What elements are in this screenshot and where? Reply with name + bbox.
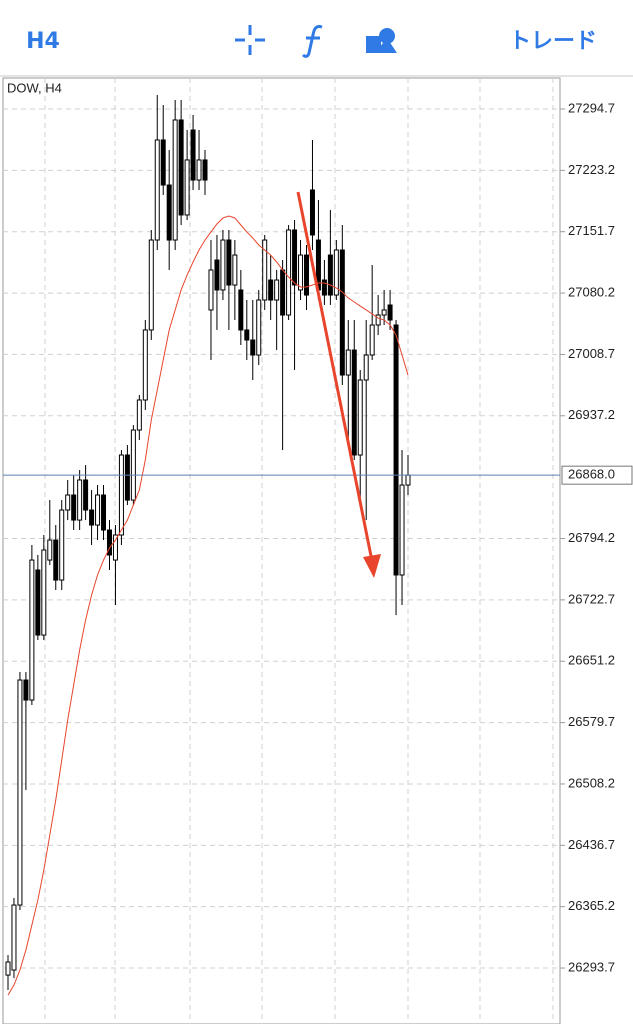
candle-body: [292, 229, 298, 286]
candle-body: [208, 269, 214, 311]
candle-body: [112, 534, 118, 561]
timeframe-button[interactable]: H4: [26, 29, 60, 54]
y-tick-label: 26722.7: [568, 591, 615, 606]
candle-body: [41, 549, 47, 636]
candle-body: [202, 159, 208, 181]
candle-body: [23, 679, 29, 701]
vertical-grid: [44, 78, 554, 1024]
current-price-label: 26868.0: [568, 467, 615, 482]
candle-body: [136, 399, 142, 431]
candle-body: [268, 279, 274, 301]
candle-body: [280, 269, 286, 316]
y-tick-label: 26508.2: [568, 775, 615, 790]
candle-body: [321, 279, 327, 296]
candle-body: [196, 159, 202, 181]
candle-body: [65, 494, 71, 511]
y-tick-label: 26436.7: [568, 837, 615, 852]
candle-body: [47, 539, 53, 561]
candle-body: [71, 494, 77, 521]
candle-body: [363, 354, 369, 381]
y-tick-label: 26651.2: [568, 653, 615, 668]
candle-body: [160, 139, 166, 186]
y-tick-label: 27151.7: [568, 223, 615, 238]
current-price-box: [561, 465, 633, 485]
plot-frame: [2, 77, 561, 1024]
candle-body: [393, 324, 399, 576]
candle-body: [190, 129, 196, 181]
candle-body: [232, 254, 238, 286]
y-tick-label: 27294.7: [568, 100, 615, 115]
candle-body: [214, 259, 220, 291]
candle-body: [238, 289, 244, 331]
candle-body: [172, 119, 178, 241]
candle-body: [53, 539, 59, 581]
objects-button[interactable]: [366, 28, 397, 53]
y-tick-label: 26937.2: [568, 407, 615, 422]
candle-body: [375, 314, 381, 326]
candle-body: [327, 254, 333, 296]
candle-body: [106, 529, 112, 556]
candle-body: [166, 184, 172, 241]
candle-body: [154, 139, 160, 241]
candle-body: [333, 249, 339, 296]
candle-body: [244, 329, 250, 341]
trend-arrow: [296, 191, 375, 567]
candle-body: [381, 309, 387, 316]
y-tick-label: 26365.2: [568, 898, 615, 913]
candle-body: [387, 304, 393, 321]
plot-area: [3, 94, 565, 996]
y-tick-label: 27008.7: [568, 346, 615, 361]
candle-body: [130, 429, 136, 501]
candle-body: [118, 454, 124, 536]
candle-body: [142, 329, 148, 401]
candle-body: [148, 239, 154, 331]
candle-body: [256, 299, 262, 356]
candle-body: [345, 349, 351, 376]
candle-body: [357, 379, 363, 456]
trade-button[interactable]: トレード: [509, 29, 597, 54]
candle-body: [11, 904, 17, 971]
candle-body: [286, 229, 292, 316]
candle-body: [83, 479, 89, 511]
candle-body: [405, 474, 411, 486]
candle-body: [220, 239, 226, 291]
candle-body: [29, 559, 35, 701]
candle-body: [309, 189, 315, 236]
y-tick-label: 27223.2: [568, 162, 615, 177]
y-tick-label: 27080.2: [568, 285, 615, 300]
candle-body: [262, 239, 268, 301]
candle-body: [95, 494, 101, 526]
candle-body: [59, 509, 65, 581]
candle-body: [89, 509, 95, 526]
candle-body: [17, 679, 23, 906]
candle-body: [250, 339, 256, 356]
candle-body: [339, 249, 345, 376]
candle-body: [77, 479, 83, 521]
moving-average-line: [7, 215, 409, 996]
chart-title: DOW, H4: [7, 80, 62, 95]
candle-body: [178, 119, 184, 216]
indicator-button[interactable]: [301, 25, 323, 58]
crosshair-button[interactable]: [235, 25, 265, 55]
candle-body: [184, 159, 190, 216]
candle-body: [35, 569, 41, 636]
candle-body: [351, 349, 357, 456]
candle-body: [304, 254, 309, 296]
candle-body: [298, 254, 304, 291]
candle-body: [399, 484, 405, 576]
candle-body: [274, 279, 280, 301]
y-tick-label: 26794.2: [568, 530, 615, 545]
arrow-head: [363, 554, 381, 578]
candle-body: [226, 239, 232, 286]
candle-body: [5, 961, 11, 976]
candle-body: [124, 454, 130, 501]
y-tick-label: 26579.7: [568, 714, 615, 729]
candle-body: [101, 494, 107, 531]
candle-body: [369, 324, 375, 356]
y-tick-label: 26293.7: [568, 959, 615, 974]
